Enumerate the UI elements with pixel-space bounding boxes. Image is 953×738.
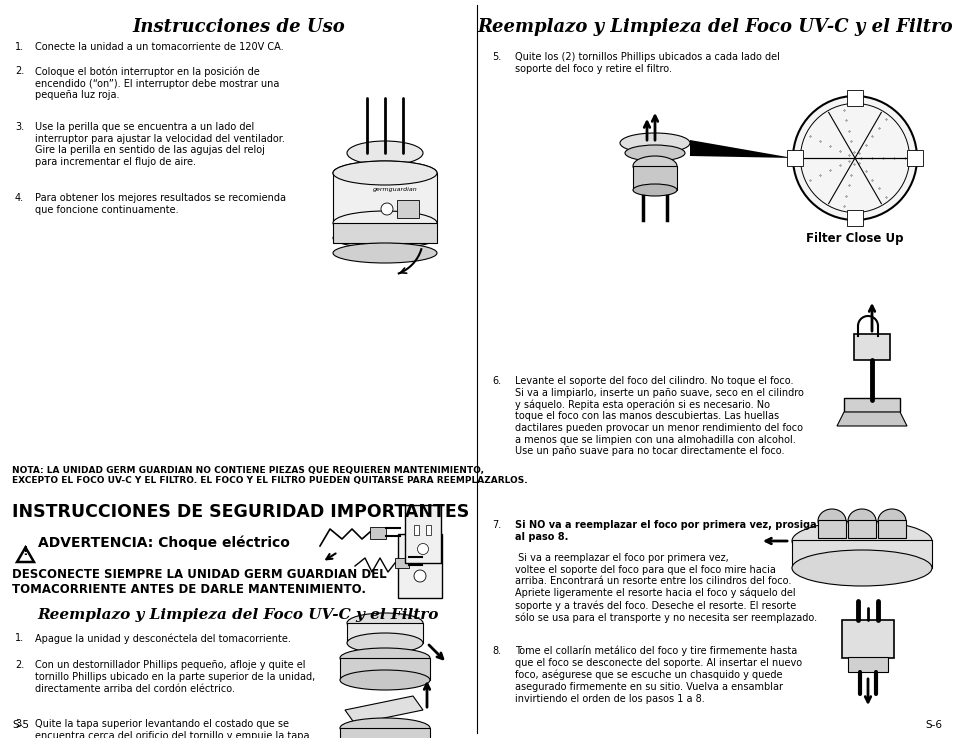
Ellipse shape [633,156,677,176]
Ellipse shape [347,141,422,165]
Text: 8.: 8. [492,646,500,656]
Text: 4.: 4. [15,193,24,203]
Text: Use la perilla que se encuentra a un lado del
interruptor para ajustar la veloci: Use la perilla que se encuentra a un lad… [35,122,285,167]
Bar [791,540,931,568]
Polygon shape [689,140,792,158]
Bar [347,623,422,643]
Text: 3.: 3. [15,719,24,729]
Ellipse shape [847,509,875,533]
Ellipse shape [624,145,684,161]
Bar [633,166,677,190]
Ellipse shape [633,184,677,196]
Text: 3.: 3. [15,122,24,132]
Text: DESCONECTE SIEMPRE LA UNIDAD GERM GUARDIAN DEL
TOMACORRIENTE ANTES DE DARLE MANT: DESCONECTE SIEMPRE LA UNIDAD GERM GUARDI… [12,568,386,596]
Text: S-6: S-6 [924,720,941,730]
Bar [426,525,431,535]
Ellipse shape [339,648,430,668]
Bar [339,658,430,680]
Bar [397,534,441,598]
Text: Si NO va a reemplazar el foco por primera vez, prosiga
al paso 8.: Si NO va a reemplazar el foco por primer… [515,520,816,542]
Ellipse shape [817,509,845,533]
Text: Coloque el botón interruptor en la posición de
encendido (“on”). El interruptor : Coloque el botón interruptor en la posic… [35,66,279,100]
Bar [333,173,436,223]
Ellipse shape [619,133,689,153]
Text: NOTA: LA UNIDAD GERM GUARDIAN NO CONTIENE PIEZAS QUE REQUIEREN MANTENIMIENTO,
EX: NOTA: LA UNIDAD GERM GUARDIAN NO CONTIEN… [12,466,527,486]
Text: Quite los (2) tornillos Phillips ubicados a cada lado del
soporte del foco y ret: Quite los (2) tornillos Phillips ubicado… [515,52,779,74]
Text: Para obtener los mejores resultados se recomienda
que foncione continuamente.: Para obtener los mejores resultados se r… [35,193,286,215]
Bar [370,527,386,539]
Bar [906,150,923,166]
Text: 6.: 6. [492,376,500,386]
Bar [414,525,419,535]
Text: Con un destornillador Phillips pequeño, afloje y quite el
tornillo Phillips ubic: Con un destornillador Phillips pequeño, … [35,661,314,694]
Bar [847,520,875,538]
Ellipse shape [333,161,436,185]
Text: Quite la tapa superior levantando el costado que se
encuentra cerca del orificio: Quite la tapa superior levantando el cos… [35,719,309,738]
Ellipse shape [347,613,422,633]
Circle shape [792,96,916,220]
Bar [405,505,440,563]
Ellipse shape [791,550,931,586]
Text: INSTRUCCIONES DE SEGURIDAD IMPORTANTES: INSTRUCCIONES DE SEGURIDAD IMPORTANTES [12,503,469,521]
Bar [786,150,802,166]
Text: S-5: S-5 [12,720,29,730]
Bar [841,620,893,658]
Ellipse shape [417,543,428,554]
Text: Reemplazo y Limpieza del Foco UV-C y el Filtro: Reemplazo y Limpieza del Foco UV-C y el … [38,608,438,622]
Text: Reemplazo y Limpieza del Foco UV-C y el Filtro: Reemplazo y Limpieza del Foco UV-C y el … [477,18,952,36]
Text: 2.: 2. [15,66,24,77]
Text: 2.: 2. [15,661,24,671]
Bar [817,520,845,538]
Text: ADVERTENCIA: Choque eléctrico: ADVERTENCIA: Choque eléctrico [38,536,290,551]
Bar [846,90,862,106]
Polygon shape [345,696,422,724]
Text: !: ! [23,545,29,558]
Bar [877,520,905,538]
Text: germguardian: germguardian [373,187,417,193]
Ellipse shape [414,570,426,582]
Bar [843,398,899,412]
Ellipse shape [333,161,436,185]
Ellipse shape [333,211,436,235]
Text: Filter Close Up: Filter Close Up [805,232,902,245]
Text: Tome el collarín metálico del foco y tire firmemente hasta
que el foco se descon: Tome el collarín metálico del foco y tir… [515,646,801,703]
Ellipse shape [339,670,430,690]
Text: Levante el soporte del foco del cilindro. No toque el foco.
Si va a limpiarlo, i: Levante el soporte del foco del cilindro… [515,376,803,456]
Bar [410,550,416,562]
Bar [339,728,430,738]
Text: Instrucciones de Uso: Instrucciones de Uso [132,18,345,36]
Text: Si va a reemplazar el foco por primera vez,
voltee el soporte del foco para que : Si va a reemplazar el foco por primera v… [515,553,817,623]
Polygon shape [836,412,906,426]
Text: Conecte la unidad a un tomacorriente de 120V CA.: Conecte la unidad a un tomacorriente de … [35,42,283,52]
Ellipse shape [791,521,931,561]
Ellipse shape [333,243,436,263]
Text: 1.: 1. [15,633,24,643]
Ellipse shape [333,228,436,248]
Text: Apague la unidad y desconéctela del tomacorriente.: Apague la unidad y desconéctela del toma… [35,633,291,644]
Bar [847,657,887,672]
Ellipse shape [380,203,393,215]
Bar [853,334,889,360]
Bar [424,550,429,562]
Bar [846,210,862,226]
Bar [395,558,409,568]
Bar [396,200,418,218]
Ellipse shape [339,718,430,738]
Ellipse shape [877,509,905,533]
Ellipse shape [347,633,422,653]
Text: 5.: 5. [492,52,500,62]
Bar [333,223,436,243]
Text: 1.: 1. [15,42,24,52]
Text: 7.: 7. [492,520,500,530]
